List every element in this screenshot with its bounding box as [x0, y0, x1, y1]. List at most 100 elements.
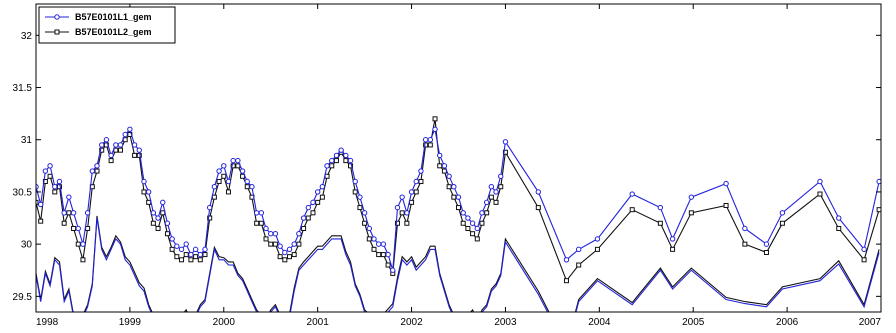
data-point [160, 210, 166, 216]
data-point [296, 230, 302, 237]
data-point [118, 147, 123, 153]
data-point [174, 243, 180, 249]
data-point [164, 220, 171, 226]
data-point [66, 210, 72, 216]
legend: B57E0101L1_gem B57E0101L2_gem [38, 6, 176, 44]
data-point [408, 189, 415, 195]
data-point [333, 152, 340, 159]
plot-frame [35, 3, 882, 313]
data-point [310, 199, 316, 206]
y-tick-label: 30.5 [13, 187, 33, 198]
series-layer [36, 116, 881, 312]
data-point [296, 241, 302, 247]
data-point [94, 163, 100, 169]
data-point [427, 142, 433, 148]
data-point [113, 142, 119, 148]
data-point [206, 204, 213, 211]
data-point [103, 137, 110, 143]
data-point [474, 225, 480, 232]
data-point [479, 220, 485, 226]
data-point [94, 168, 100, 174]
data-point [254, 220, 260, 226]
data-point [446, 184, 452, 190]
data-point [446, 173, 452, 179]
data-point [66, 194, 72, 200]
data-point [193, 254, 199, 260]
data-point [817, 178, 823, 185]
data-point [239, 168, 246, 174]
data-point [305, 204, 311, 211]
data-point [357, 205, 363, 211]
data-point [108, 152, 114, 159]
data-point [836, 225, 842, 231]
data-point [300, 215, 307, 221]
series-2 [36, 116, 881, 284]
data-point [779, 210, 786, 216]
x-tick-label: 2006 [776, 317, 799, 328]
data-point [469, 220, 476, 226]
data-point [141, 189, 147, 195]
data-point [230, 163, 236, 169]
data-point [150, 210, 157, 216]
data-point [132, 152, 138, 158]
data-point [160, 199, 166, 206]
data-point [347, 157, 354, 164]
data-point [688, 210, 694, 216]
data-point [366, 236, 372, 242]
x-tick-label: 1999 [119, 317, 142, 328]
data-point [670, 246, 676, 252]
data-point [244, 184, 250, 190]
data-point [371, 236, 377, 242]
data-point [315, 199, 321, 205]
data-point [437, 163, 443, 169]
data-point [249, 184, 255, 190]
data-point [371, 246, 377, 252]
data-point [380, 241, 387, 247]
data-point [535, 189, 542, 195]
series-1 [36, 126, 881, 273]
data-point [268, 230, 274, 237]
data-point [498, 184, 504, 190]
data-point [37, 201, 44, 208]
data-point [380, 252, 386, 258]
data-point [498, 173, 504, 179]
data-point [71, 225, 77, 231]
data-point [763, 249, 769, 255]
data-point [451, 184, 457, 190]
data-point [427, 137, 434, 143]
data-point [333, 158, 339, 164]
data-point [211, 184, 218, 190]
data-point [80, 241, 86, 247]
data-point [131, 142, 138, 148]
data-point [141, 178, 147, 185]
data-point [688, 194, 695, 200]
data-point [432, 126, 438, 132]
data-point [272, 241, 278, 247]
data-point [192, 246, 199, 253]
data-point [301, 225, 307, 231]
legend-label: B57E0101L1_gem [75, 12, 152, 22]
data-point [399, 210, 405, 216]
data-point [324, 163, 330, 169]
data-point [669, 236, 676, 242]
data-point [493, 199, 499, 205]
data-point [352, 178, 358, 185]
data-point [723, 180, 729, 187]
data-point [348, 163, 354, 169]
x-tick-label: 2007 [859, 317, 882, 328]
data-point [52, 189, 58, 195]
data-point [183, 252, 189, 258]
data-point [150, 220, 156, 226]
data-point [61, 210, 67, 216]
data-point [314, 189, 321, 195]
data-point [465, 225, 471, 231]
data-point [291, 241, 297, 247]
data-point [305, 215, 311, 221]
data-point [329, 163, 335, 169]
data-point [52, 184, 58, 190]
data-point [117, 142, 124, 148]
data-point [47, 163, 53, 169]
data-point [394, 220, 400, 226]
data-point [85, 225, 91, 231]
